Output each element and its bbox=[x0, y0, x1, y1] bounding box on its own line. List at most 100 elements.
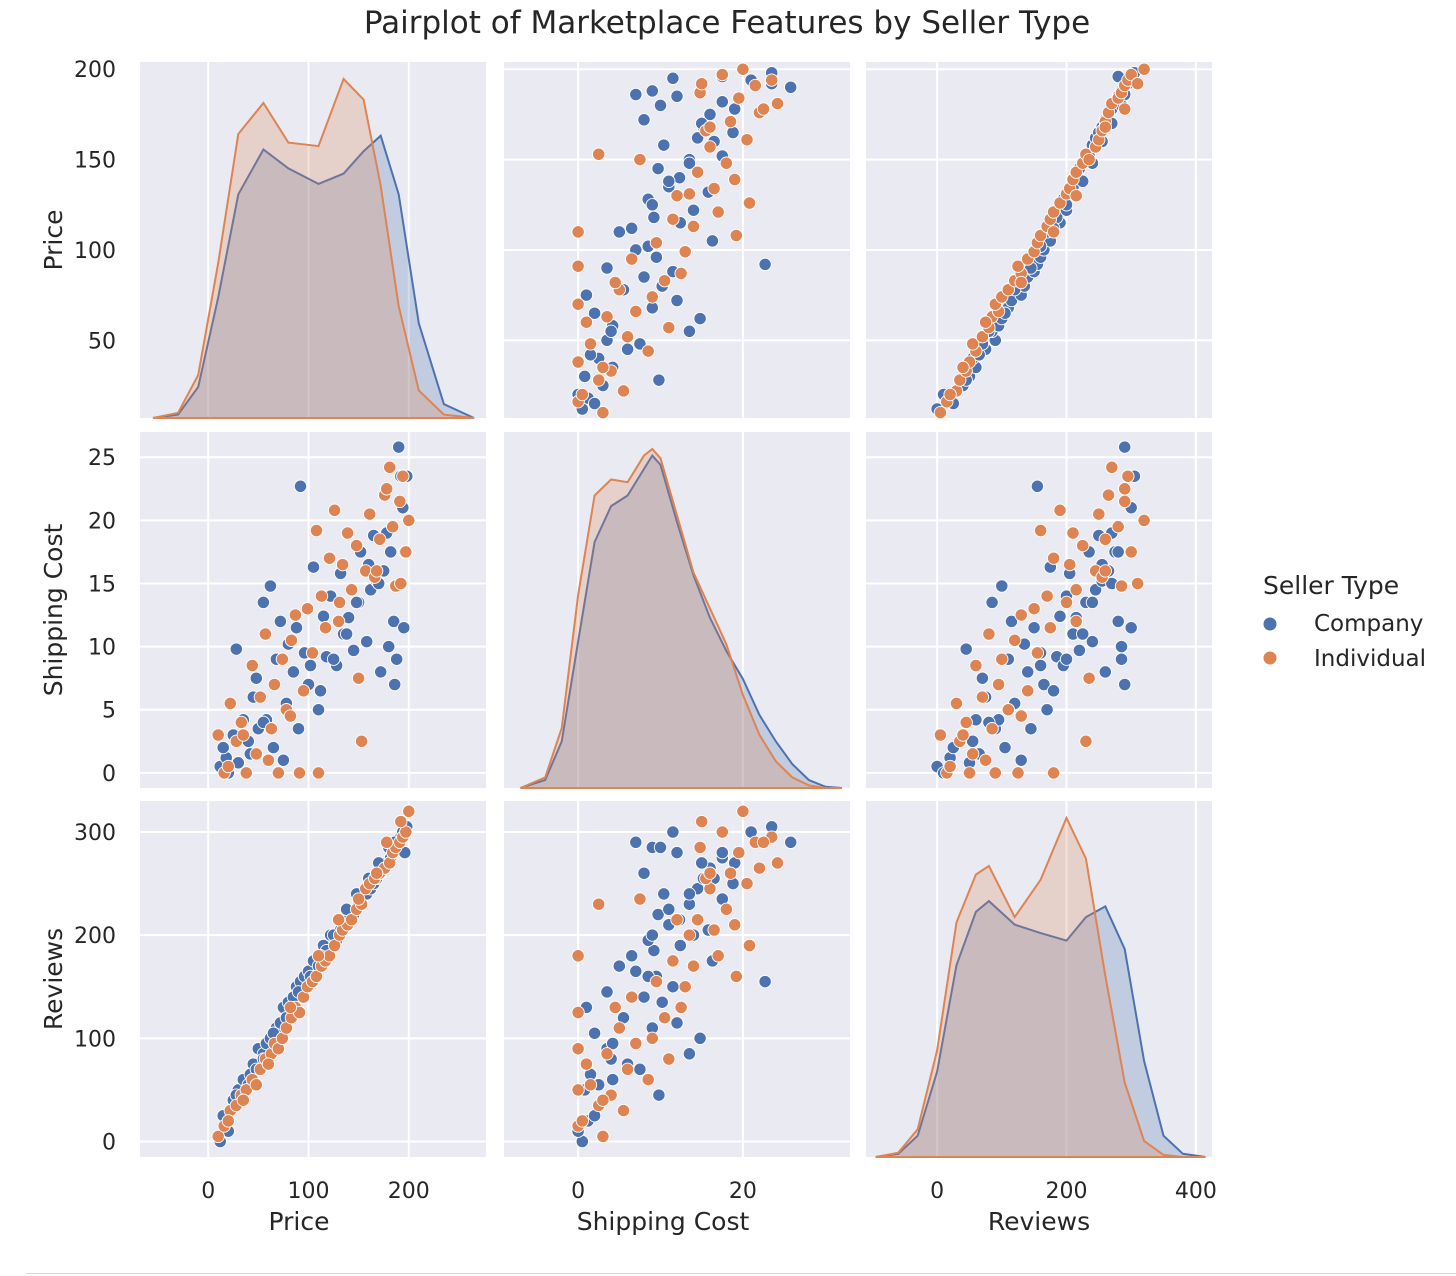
point-individual bbox=[995, 652, 1009, 666]
point-company bbox=[387, 614, 401, 629]
point-individual bbox=[253, 690, 267, 704]
point-individual bbox=[625, 990, 639, 1004]
point-company bbox=[673, 938, 687, 953]
point-individual bbox=[1021, 684, 1035, 698]
point-individual bbox=[943, 387, 957, 402]
point-individual bbox=[1066, 526, 1080, 540]
point-company bbox=[606, 1036, 620, 1051]
point-individual bbox=[221, 1114, 235, 1128]
point-individual bbox=[703, 120, 717, 134]
ytick-shipping-cost: 10 bbox=[88, 636, 116, 661]
point-individual bbox=[283, 1000, 298, 1015]
point-individual bbox=[953, 373, 967, 387]
point-individual bbox=[349, 538, 364, 553]
point-company bbox=[256, 595, 271, 610]
point-company bbox=[695, 856, 709, 870]
point-individual bbox=[249, 1078, 263, 1092]
point-individual bbox=[1014, 709, 1028, 723]
point-company bbox=[1114, 652, 1129, 666]
point-individual bbox=[380, 482, 394, 496]
point-individual bbox=[394, 576, 408, 591]
chart-title: Pairplot of Marketplace Features by Sell… bbox=[364, 5, 1090, 41]
point-individual bbox=[283, 709, 298, 723]
point-individual bbox=[752, 861, 767, 875]
point-company bbox=[758, 257, 772, 272]
point-individual bbox=[756, 102, 771, 116]
point-company bbox=[600, 985, 614, 999]
xtick-reviews: 400 bbox=[1175, 1179, 1217, 1204]
point-individual bbox=[711, 949, 725, 963]
point-individual bbox=[1101, 488, 1116, 502]
point-individual bbox=[596, 1093, 610, 1107]
point-company bbox=[1085, 634, 1100, 649]
point-company bbox=[587, 396, 602, 411]
point-company bbox=[1124, 621, 1138, 635]
point-individual bbox=[579, 1057, 594, 1071]
point-company bbox=[306, 560, 321, 574]
point-individual bbox=[271, 766, 286, 780]
point-individual bbox=[723, 114, 738, 129]
point-individual bbox=[707, 181, 721, 196]
point-individual bbox=[1098, 532, 1112, 546]
point-company bbox=[349, 595, 364, 610]
point-individual bbox=[383, 460, 397, 474]
point-individual bbox=[1124, 545, 1138, 559]
point-company bbox=[1040, 703, 1054, 717]
point-company bbox=[662, 902, 676, 916]
point-company bbox=[670, 1016, 684, 1030]
point-company bbox=[637, 990, 651, 1004]
point-individual bbox=[756, 835, 771, 849]
point-company bbox=[637, 113, 651, 127]
xlabel-reviews: Reviews bbox=[988, 1207, 1090, 1236]
point-company bbox=[339, 627, 354, 641]
point-individual bbox=[1001, 703, 1015, 717]
point-company bbox=[1114, 639, 1129, 654]
point-company bbox=[637, 866, 651, 880]
point-individual bbox=[629, 1036, 643, 1051]
point-individual bbox=[1014, 275, 1028, 290]
ytick-reviews: 0 bbox=[102, 1131, 116, 1156]
point-individual bbox=[1011, 766, 1025, 780]
point-company bbox=[392, 440, 406, 454]
point-individual bbox=[571, 355, 585, 369]
point-company bbox=[286, 665, 301, 679]
point-company bbox=[625, 221, 639, 235]
point-individual bbox=[571, 1005, 585, 1020]
point-company bbox=[587, 306, 602, 320]
point-company bbox=[686, 203, 701, 217]
point-individual bbox=[748, 78, 762, 93]
point-company bbox=[1053, 609, 1067, 623]
point-individual bbox=[394, 814, 408, 829]
point-individual bbox=[583, 337, 598, 351]
point-company bbox=[726, 125, 740, 140]
point-individual bbox=[742, 196, 757, 210]
point-individual bbox=[982, 627, 996, 641]
point-individual bbox=[571, 225, 585, 239]
point-company bbox=[645, 84, 659, 98]
point-individual bbox=[1059, 595, 1074, 610]
point-individual bbox=[1137, 62, 1151, 76]
point-company bbox=[1046, 684, 1061, 698]
point-individual bbox=[1137, 513, 1151, 528]
point-company bbox=[1014, 753, 1028, 767]
point-company bbox=[715, 845, 729, 860]
point-individual bbox=[236, 1093, 250, 1107]
point-company bbox=[651, 907, 665, 922]
point-company bbox=[587, 1026, 602, 1040]
point-individual bbox=[959, 715, 973, 730]
point-individual bbox=[373, 532, 387, 546]
panel-reviews-vs-reviews bbox=[866, 801, 1212, 1158]
point-individual bbox=[223, 696, 237, 711]
ylabel-reviews: Reviews bbox=[39, 928, 68, 1030]
point-company bbox=[637, 270, 651, 284]
point-individual bbox=[311, 766, 326, 780]
point-individual bbox=[662, 320, 676, 335]
point-company bbox=[784, 80, 798, 94]
point-company bbox=[629, 964, 643, 978]
point-individual bbox=[674, 1000, 688, 1015]
point-individual bbox=[740, 133, 754, 147]
point-individual bbox=[402, 804, 416, 818]
point-individual bbox=[969, 658, 983, 673]
xtick-reviews: 0 bbox=[930, 1179, 944, 1204]
point-company bbox=[1037, 677, 1051, 692]
